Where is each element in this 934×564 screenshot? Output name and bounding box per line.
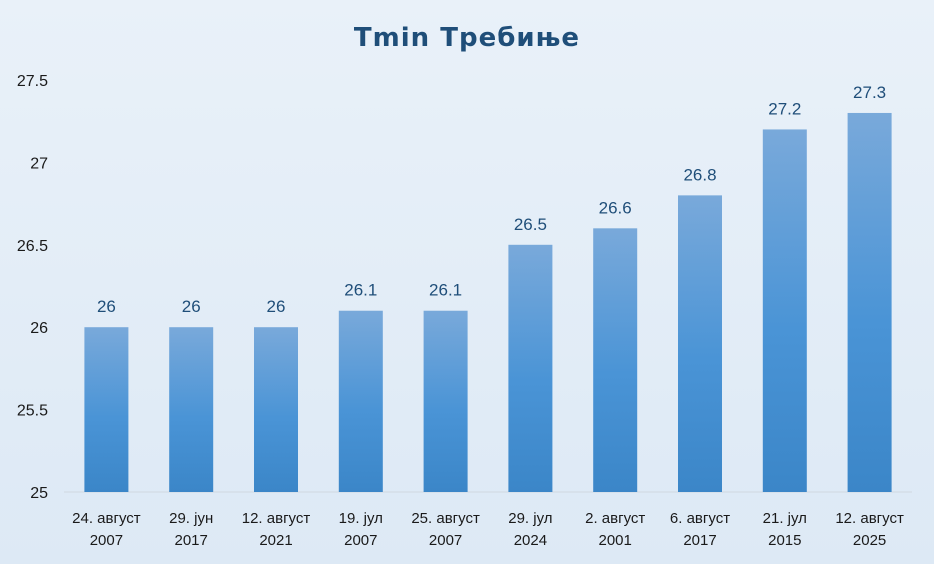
data-label: 26.6 (599, 198, 632, 217)
x-tick-label-line: 21. јул (763, 510, 807, 527)
bar (508, 244, 553, 492)
x-tick-label-line: 2015 (768, 532, 801, 549)
data-label: 27.2 (768, 99, 801, 118)
y-tick-label: 27.5 (17, 73, 48, 90)
bar (593, 228, 638, 492)
x-tick-label: 2. август 2001 (585, 510, 645, 549)
data-label: 26 (182, 297, 201, 316)
x-tick-label-line: 2021 (259, 532, 292, 549)
x-tick-label-line: 12. август (242, 510, 311, 527)
x-tick-label-line: 2017 (175, 532, 208, 549)
bar (423, 310, 468, 492)
x-tick-label-line: 12. август (835, 510, 904, 527)
chart-title: Tmin Требиње (354, 23, 580, 53)
x-tick-label-line: 2001 (599, 532, 632, 549)
x-tick-label: 29. јун 2017 (169, 510, 213, 549)
y-tick-label: 25.5 (17, 403, 48, 420)
bar (847, 112, 892, 493)
data-label: 27.3 (853, 83, 886, 102)
bars-group (84, 112, 892, 493)
x-tick-label-line: 2. август (585, 510, 645, 527)
x-tick-label-line: 2007 (90, 532, 123, 549)
y-tick-label: 26 (30, 320, 48, 337)
x-tick-label-line: 29. јун (169, 510, 213, 527)
x-tick-label-line: 6. август (670, 510, 730, 527)
bar (254, 327, 298, 492)
data-label: 26.8 (683, 165, 716, 184)
x-tick-label-line: 2007 (429, 532, 462, 549)
x-tick-label: 21. јул 2015 (763, 510, 807, 549)
x-tick-label-line: 25. август (411, 510, 480, 527)
x-tick-label: 25. август 2007 (411, 510, 480, 549)
bar (338, 310, 383, 492)
data-label: 26 (97, 297, 116, 316)
y-axis: 25 25.5 26 26.5 27 27.5 (17, 73, 48, 502)
x-tick-label-line: 2025 (853, 532, 886, 549)
data-labels-group: 26 26 26 26.1 26.1 26.5 26.6 26.8 27.2 27.3 (97, 83, 886, 316)
x-tick-label-line: 2024 (514, 532, 547, 549)
data-label: 26 (267, 297, 286, 316)
x-tick-label: 19. јул 2007 (339, 510, 383, 549)
y-tick-label: 27 (30, 155, 48, 172)
data-label: 26.5 (514, 215, 547, 234)
bar (762, 129, 807, 492)
data-label: 26.1 (344, 281, 377, 300)
y-tick-label: 25 (30, 485, 48, 502)
y-tick-label: 26.5 (17, 238, 48, 255)
x-tick-label-line: 2017 (683, 532, 716, 549)
x-tick-label: 12. август 2025 (835, 510, 904, 549)
x-tick-label-line: 19. јул (339, 510, 383, 527)
bar (169, 327, 214, 492)
x-tick-label: 6. август 2017 (670, 510, 730, 549)
x-tick-label-line: 2007 (344, 532, 377, 549)
bar (678, 195, 722, 493)
x-tick-label: 29. јул 2024 (508, 510, 552, 549)
x-tick-label-line: 29. јул (508, 510, 552, 527)
bar (84, 327, 129, 492)
x-tick-label: 12. август 2021 (242, 510, 311, 549)
x-tick-label-line: 24. август (72, 510, 141, 527)
data-label: 26.1 (429, 281, 462, 300)
x-tick-label: 24. август 2007 (72, 510, 141, 549)
